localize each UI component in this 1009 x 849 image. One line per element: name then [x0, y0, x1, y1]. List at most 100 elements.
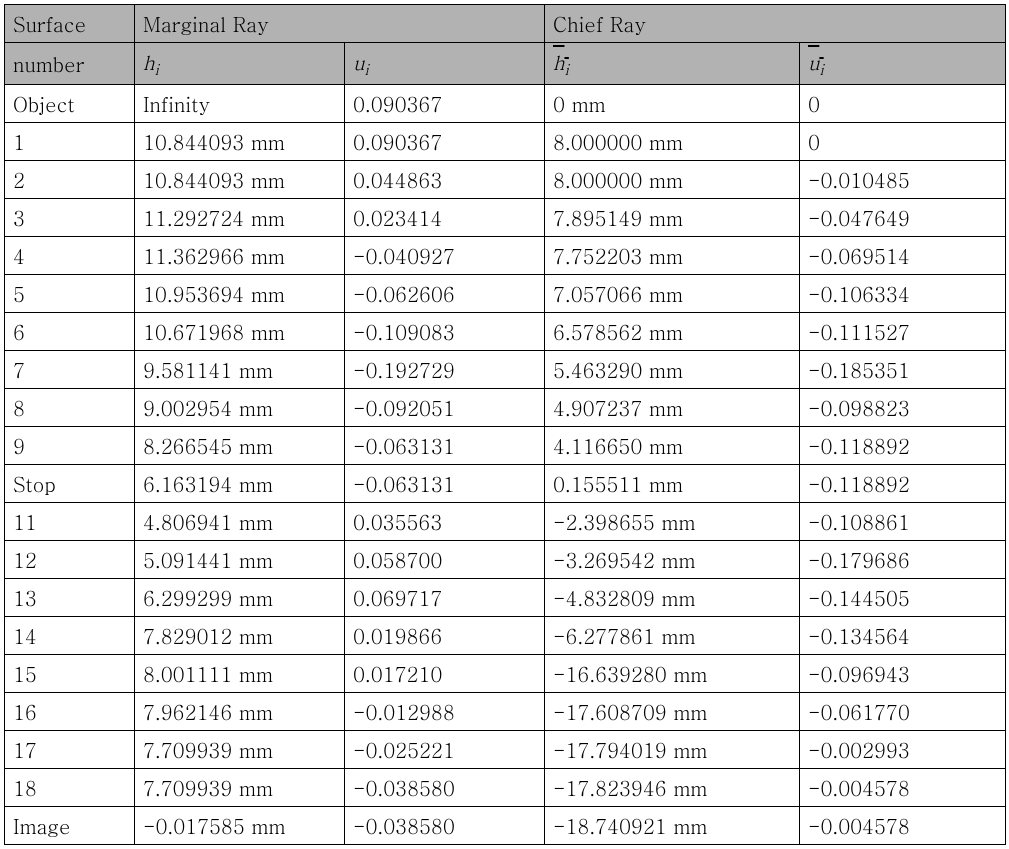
cell-u: -0.063131 — [345, 427, 545, 465]
cell-surface: 12 — [5, 541, 135, 579]
table-row: 167.962146 mm-0.012988-17.608709 mm-0.06… — [5, 693, 1006, 731]
table-row: 177.709939 mm-0.025221-17.794019 mm-0.00… — [5, 731, 1006, 769]
cell-surface: 13 — [5, 579, 135, 617]
cell-ubar: -0.047649 — [800, 199, 1006, 237]
cell-u: -0.025221 — [345, 731, 545, 769]
header-row-1: Surface Marginal Ray Chief Ray — [5, 5, 1006, 43]
cell-hbar: -4.832809 mm — [545, 579, 800, 617]
cell-h: 10.671968 mm — [135, 313, 345, 351]
cell-u: -0.063131 — [345, 465, 545, 503]
cell-u: 0.058700 — [345, 541, 545, 579]
header-hibar: hi — [545, 43, 800, 85]
cell-h: 10.844093 mm — [135, 161, 345, 199]
cell-hbar: 7.895149 mm — [545, 199, 800, 237]
cell-hbar: -18.740921 mm — [545, 807, 800, 845]
cell-u: -0.092051 — [345, 389, 545, 427]
table-row: 158.001111 mm0.017210-16.639280 mm-0.096… — [5, 655, 1006, 693]
cell-surface: 7 — [5, 351, 135, 389]
header-hi: hi — [135, 43, 345, 85]
cell-ubar: -0.111527 — [800, 313, 1006, 351]
header-chief: Chief Ray — [545, 5, 1006, 43]
cell-u: 0.017210 — [345, 655, 545, 693]
cell-ubar: -0.004578 — [800, 769, 1006, 807]
table-row: 411.362966 mm-0.0409277.752203 mm-0.0695… — [5, 237, 1006, 275]
table-row: 210.844093 mm0.0448638.000000 mm-0.01048… — [5, 161, 1006, 199]
cell-hbar: 0 mm — [545, 85, 800, 123]
cell-hbar: 0.155511 mm — [545, 465, 800, 503]
cell-h: 10.953694 mm — [135, 275, 345, 313]
cell-hbar: 5.463290 mm — [545, 351, 800, 389]
cell-hbar: 6.578562 mm — [545, 313, 800, 351]
cell-ubar: 0 — [800, 123, 1006, 161]
cell-u: 0.035563 — [345, 503, 545, 541]
cell-hbar: -17.823946 mm — [545, 769, 800, 807]
header-uibar: ui — [800, 43, 1006, 85]
cell-ubar: -0.096943 — [800, 655, 1006, 693]
cell-h: 6.299299 mm — [135, 579, 345, 617]
cell-ubar: -0.179686 — [800, 541, 1006, 579]
table-row: 136.299299 mm0.069717-4.832809 mm-0.1445… — [5, 579, 1006, 617]
cell-ubar: -0.134564 — [800, 617, 1006, 655]
cell-hbar: -17.608709 mm — [545, 693, 800, 731]
cell-surface: 8 — [5, 389, 135, 427]
cell-surface: 3 — [5, 199, 135, 237]
cell-u: -0.012988 — [345, 693, 545, 731]
ray-trace-table: Surface Marginal Ray Chief Ray number hi… — [4, 4, 1006, 845]
cell-ubar: -0.185351 — [800, 351, 1006, 389]
cell-surface: Stop — [5, 465, 135, 503]
cell-ubar: -0.061770 — [800, 693, 1006, 731]
cell-h: Infinity — [135, 85, 345, 123]
table-row: 610.671968 mm-0.1090836.578562 mm-0.1115… — [5, 313, 1006, 351]
cell-h: 11.292724 mm — [135, 199, 345, 237]
cell-ubar: -0.069514 — [800, 237, 1006, 275]
cell-surface: 11 — [5, 503, 135, 541]
table-row: 79.581141 mm-0.1927295.463290 mm-0.18535… — [5, 351, 1006, 389]
table-row: 187.709939 mm-0.038580-17.823946 mm-0.00… — [5, 769, 1006, 807]
cell-h: 4.806941 mm — [135, 503, 345, 541]
cell-u: 0.069717 — [345, 579, 545, 617]
cell-ubar: -0.108861 — [800, 503, 1006, 541]
cell-hbar: 4.907237 mm — [545, 389, 800, 427]
cell-h: 7.709939 mm — [135, 731, 345, 769]
cell-hbar: 8.000000 mm — [545, 161, 800, 199]
cell-h: 7.709939 mm — [135, 769, 345, 807]
header-ui: ui — [345, 43, 545, 85]
cell-hbar: 8.000000 mm — [545, 123, 800, 161]
cell-h: 7.962146 mm — [135, 693, 345, 731]
cell-u: -0.038580 — [345, 769, 545, 807]
cell-hbar: -16.639280 mm — [545, 655, 800, 693]
cell-u: 0.090367 — [345, 85, 545, 123]
cell-h: 5.091441 mm — [135, 541, 345, 579]
cell-h: 6.163194 mm — [135, 465, 345, 503]
cell-ubar: -0.118892 — [800, 465, 1006, 503]
cell-ubar: -0.098823 — [800, 389, 1006, 427]
table-row: 510.953694 mm-0.0626067.057066 mm-0.1063… — [5, 275, 1006, 313]
cell-surface: 1 — [5, 123, 135, 161]
cell-surface: 5 — [5, 275, 135, 313]
cell-u: -0.040927 — [345, 237, 545, 275]
cell-surface: 4 — [5, 237, 135, 275]
cell-h: 10.844093 mm — [135, 123, 345, 161]
cell-ubar: -0.118892 — [800, 427, 1006, 465]
cell-h: 9.002954 mm — [135, 389, 345, 427]
cell-ubar: -0.004578 — [800, 807, 1006, 845]
table-row: 110.844093 mm0.0903678.000000 mm0 — [5, 123, 1006, 161]
cell-surface: 6 — [5, 313, 135, 351]
cell-ubar: -0.010485 — [800, 161, 1006, 199]
table-row: 98.266545 mm-0.0631314.116650 mm-0.11889… — [5, 427, 1006, 465]
table-row: 125.091441 mm0.058700-3.269542 mm-0.1796… — [5, 541, 1006, 579]
table-row: 89.002954 mm-0.0920514.907237 mm-0.09882… — [5, 389, 1006, 427]
header-surface-top: Surface — [5, 5, 135, 43]
cell-h: 7.829012 mm — [135, 617, 345, 655]
header-row-2: number hi ui hi ui — [5, 43, 1006, 85]
cell-u: 0.090367 — [345, 123, 545, 161]
header-surface-bottom: number — [5, 43, 135, 85]
table-row: 311.292724 mm0.0234147.895149 mm-0.04764… — [5, 199, 1006, 237]
cell-h: 8.266545 mm — [135, 427, 345, 465]
table-row: 114.806941 mm0.035563-2.398655 mm-0.1088… — [5, 503, 1006, 541]
cell-surface: 14 — [5, 617, 135, 655]
cell-hbar: 7.752203 mm — [545, 237, 800, 275]
cell-hbar: 4.116650 mm — [545, 427, 800, 465]
table-row: Image-0.017585 mm-0.038580-18.740921 mm-… — [5, 807, 1006, 845]
header-marginal: Marginal Ray — [135, 5, 545, 43]
